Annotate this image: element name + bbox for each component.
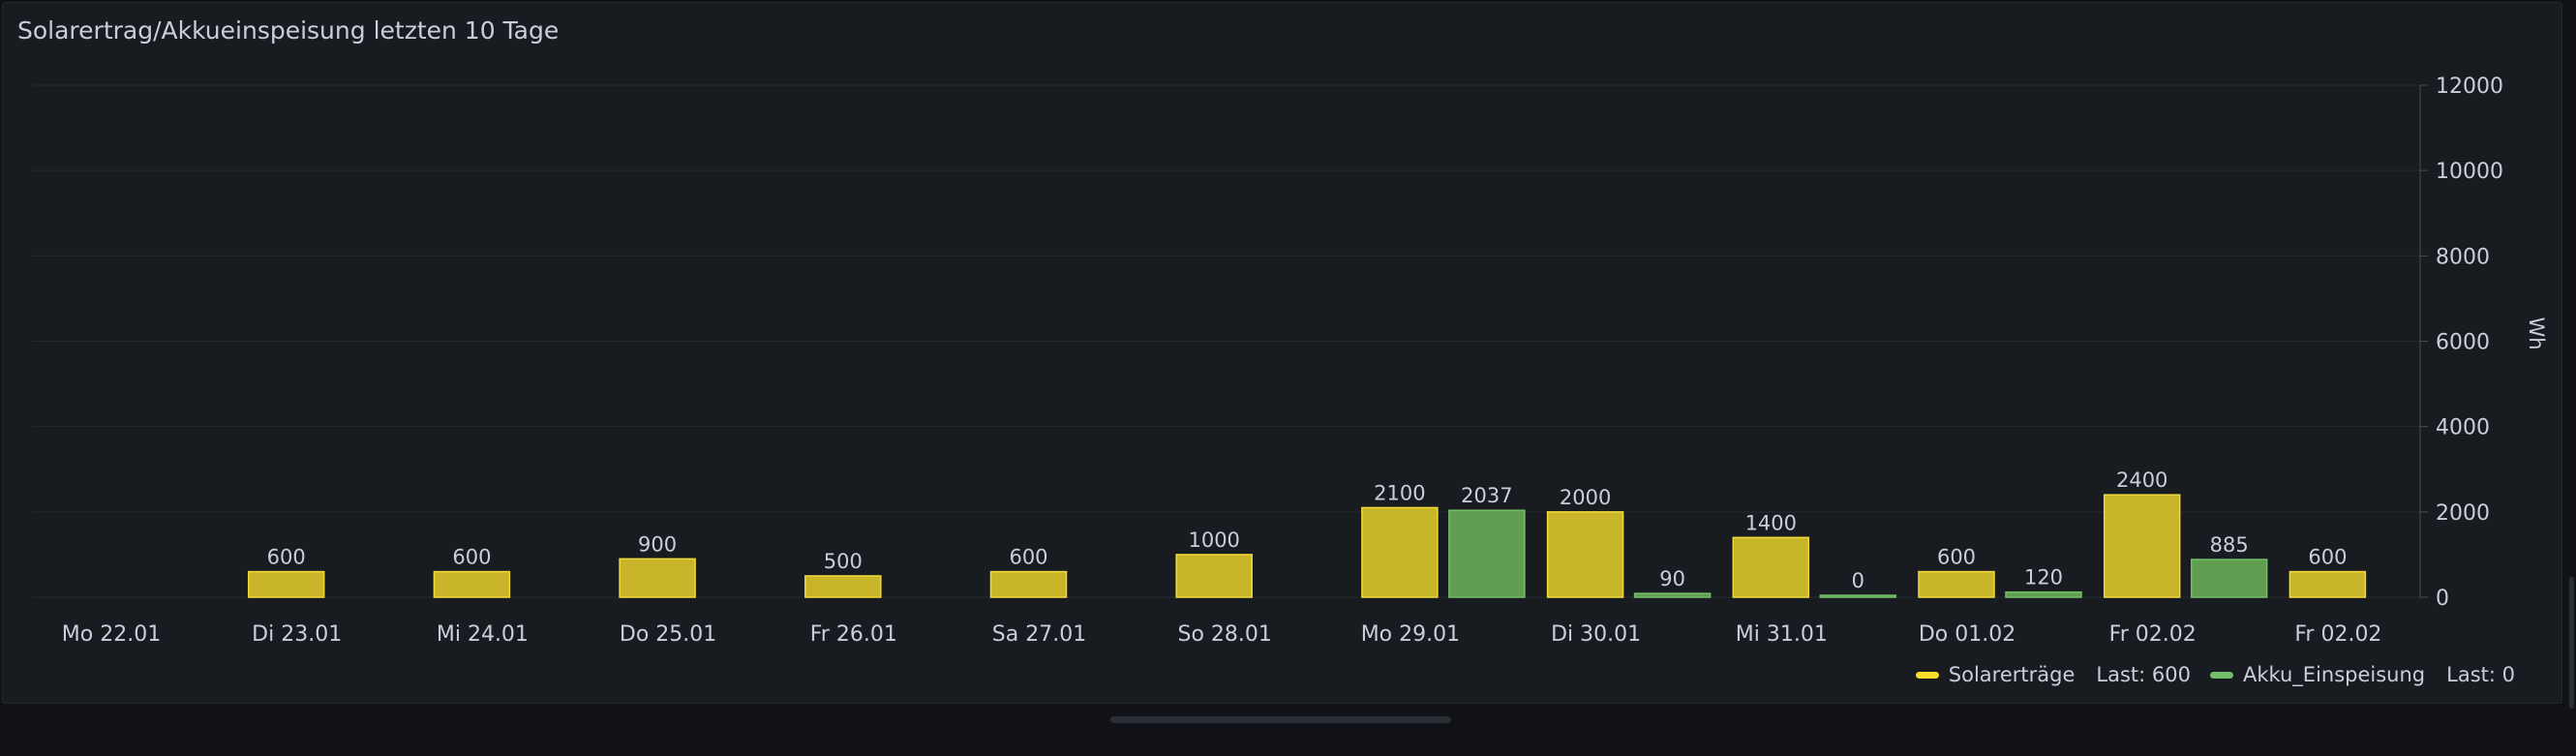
bar-akku	[1819, 594, 1897, 598]
bar-solar	[1175, 554, 1253, 598]
legend-label-akku: Akku_Einspeisung	[2242, 663, 2426, 686]
x-tick-label: Do 01.02	[1919, 622, 2015, 647]
y-tick-label: 4000	[2436, 416, 2490, 440]
bar-solar	[247, 570, 325, 598]
data-label: 120	[2024, 566, 2063, 590]
x-tick-label: Di 30.01	[1551, 622, 1641, 647]
bar-solar	[433, 570, 511, 598]
y-tick-label: 8000	[2436, 245, 2490, 269]
legend-item-solar[interactable]: Solarerträge Last: 600	[1915, 663, 2191, 686]
bar-solar	[1361, 506, 1439, 598]
y-axis-label: Wh	[2525, 317, 2548, 349]
x-tick-label: Mo 22.01	[62, 622, 161, 647]
x-tick-label: Sa 27.01	[992, 622, 1086, 647]
data-label: 600	[1937, 546, 1976, 569]
legend-swatch-solar	[1915, 671, 1939, 679]
data-label: 90	[1659, 567, 1685, 590]
bar-akku	[1633, 592, 1712, 598]
bar-akku	[2005, 590, 2082, 598]
data-label: 2100	[1374, 481, 1425, 504]
chart-panel: Solarertrag/Akkueinspeisung letzten 10 T…	[2, 2, 2562, 704]
data-label: 500	[824, 550, 863, 573]
x-tick-label: Fr 26.01	[810, 622, 897, 647]
bar-solar	[1546, 511, 1624, 598]
panel-title: Solarertrag/Akkueinspeisung letzten 10 T…	[17, 16, 560, 45]
data-label: 600	[2308, 546, 2347, 569]
data-label: 600	[452, 546, 491, 569]
data-label: 1000	[1188, 529, 1239, 552]
x-tick-label: So 28.01	[1177, 622, 1271, 647]
data-label: 900	[638, 532, 677, 556]
bar-solar	[1732, 536, 1810, 598]
y-tick-label: 2000	[2436, 501, 2490, 526]
horizontal-scroll-handle[interactable]	[1110, 716, 1451, 723]
y-tick-label: 6000	[2436, 331, 2490, 355]
y-tick-label: 10000	[2436, 160, 2503, 184]
x-tick-label: Mi 31.01	[1736, 622, 1828, 647]
bar-solar	[619, 558, 696, 598]
data-label: 600	[1009, 546, 1047, 569]
x-tick-label: Mi 24.01	[437, 622, 529, 647]
bar-solar	[2103, 494, 2181, 598]
x-tick-label: Fr 02.02	[2109, 622, 2197, 647]
data-label: 600	[267, 546, 306, 569]
data-label: 1400	[1745, 511, 1797, 534]
legend-last-solar: Last: 600	[2096, 663, 2191, 686]
x-tick-label: Fr 02.02	[2294, 622, 2381, 647]
bar-solar	[2288, 570, 2367, 598]
legend-item-akku[interactable]: Akku_Einspeisung Last: 0	[2209, 663, 2515, 686]
bar-akku	[1448, 509, 1526, 598]
x-tick-label: Do 25.01	[620, 622, 716, 647]
vertical-scrollbar[interactable]	[2569, 577, 2574, 709]
data-label: 2037	[1461, 484, 1512, 507]
bar-solar	[1918, 570, 1995, 598]
bar-solar	[989, 570, 1068, 598]
x-tick-label: Di 23.01	[252, 622, 342, 647]
legend-swatch-akku	[2209, 671, 2233, 679]
data-label: 885	[2210, 533, 2249, 557]
bar-solar	[804, 575, 882, 598]
legend-label-solar: Solarerträge	[1948, 663, 2076, 686]
legend-last-akku: Last: 0	[2446, 663, 2515, 686]
x-tick-label: Mo 29.01	[1361, 622, 1460, 647]
data-label: 2400	[2116, 469, 2167, 492]
data-label: 2000	[1560, 486, 1611, 509]
data-label: 0	[1852, 569, 1864, 592]
bar-akku	[2190, 559, 2268, 598]
y-tick-label: 0	[2436, 587, 2449, 611]
legend: Solarerträge Last: 600 Akku_Einspeisung …	[1915, 663, 2515, 686]
y-tick-label: 12000	[2436, 75, 2503, 99]
